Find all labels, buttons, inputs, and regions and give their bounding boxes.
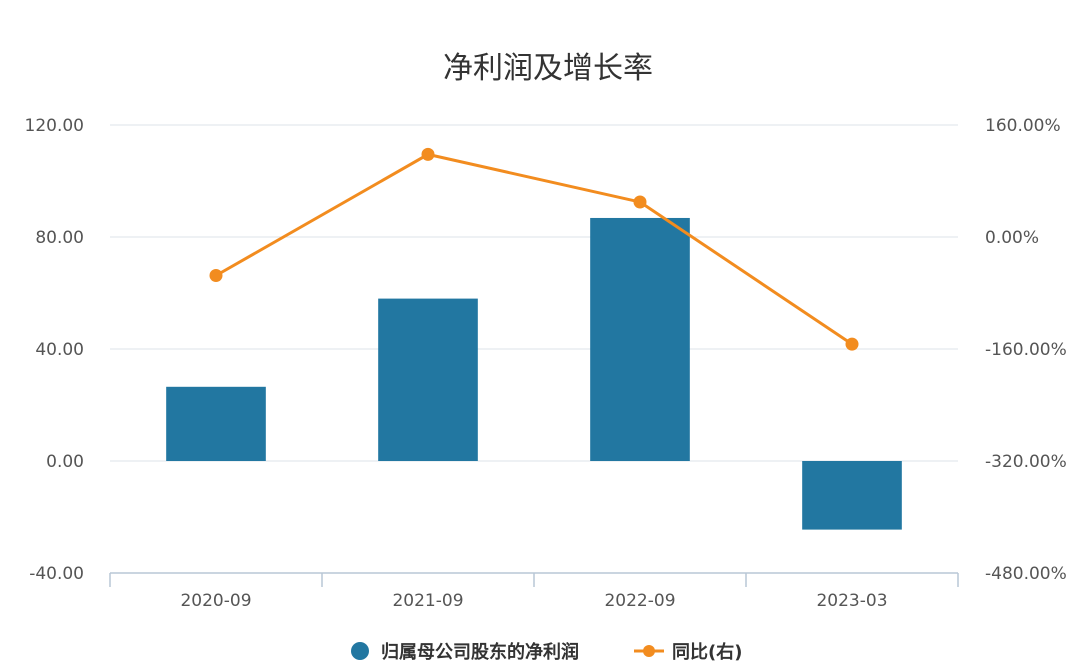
x-axis: 2020-09 2021-09 2022-09 2023-03 [109, 572, 959, 611]
x-tick-label: 2023-03 [816, 591, 887, 611]
y-right-tick-label: -480.00% [985, 564, 1067, 584]
legend-line-label: 同比(右) [672, 641, 742, 663]
chart-title: 净利润及增长率 [443, 51, 653, 86]
y-right-tick-label: 0.00% [985, 228, 1039, 248]
legend-bar-marker [351, 642, 369, 660]
bars [166, 217, 902, 530]
bar [166, 386, 266, 461]
bar [378, 298, 478, 461]
y-left-tick-label: 0.00 [46, 452, 84, 472]
x-tick-label: 2020-09 [180, 591, 251, 611]
y-right-tick-label: -160.00% [985, 340, 1067, 360]
x-tick-label: 2022-09 [604, 591, 675, 611]
bar [590, 217, 690, 461]
y-left-tick-label: 40.00 [35, 340, 84, 360]
y-axis-right: 160.00% 0.00% -160.00% -320.00% -480.00% [985, 116, 1067, 584]
legend-bar-label: 归属母公司股东的净利润 [381, 641, 579, 663]
legend-line-dot [643, 645, 655, 657]
y-right-tick-label: -320.00% [985, 452, 1067, 472]
line-point [633, 195, 647, 209]
legend: 归属母公司股东的净利润 同比(右) [351, 641, 742, 663]
line-point [421, 147, 435, 161]
line-point [209, 269, 223, 282]
series-line [215, 152, 853, 346]
line-series [209, 147, 859, 351]
y-left-tick-label: -40.00 [29, 564, 84, 584]
y-right-tick-label: 160.00% [985, 116, 1061, 136]
y-left-tick-label: 120.00 [25, 116, 84, 136]
bar [802, 461, 902, 530]
y-axis-left: 120.00 80.00 40.00 0.00 -40.00 [25, 116, 84, 584]
y-left-tick-label: 80.00 [35, 228, 84, 248]
line-point [845, 337, 859, 351]
x-tick-label: 2021-09 [392, 591, 463, 611]
